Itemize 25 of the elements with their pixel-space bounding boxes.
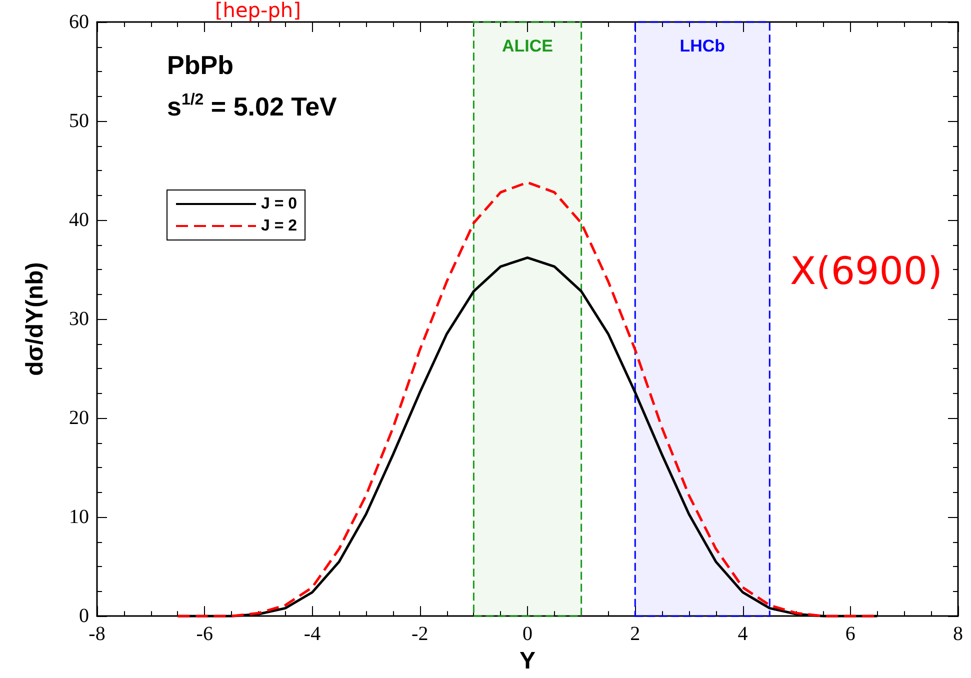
x-axis-title: Y [519, 648, 536, 674]
y-tick-label: 60 [69, 11, 89, 33]
text: [hep-ph] [215, 0, 301, 22]
x-tick-label: -2 [412, 623, 428, 646]
x-tick-label: -8 [88, 623, 106, 646]
x-tick-label: 8 [953, 623, 963, 646]
band-label: ALICE [502, 36, 553, 56]
y-tick-label: 50 [69, 110, 89, 132]
x-tick-label: -6 [196, 623, 213, 646]
y-tick-label: 0 [79, 605, 89, 628]
annotation: PbPb [167, 50, 234, 80]
x-tick-label: 0 [522, 623, 532, 646]
x-tick-label: 4 [738, 623, 748, 646]
legend-label: J = 0 [261, 196, 298, 212]
x-tick-label: 6 [845, 623, 856, 646]
band-label: LHCb [680, 36, 726, 56]
y-axis-title: dσ/dY(nb) [22, 262, 48, 376]
y-tick-label: 30 [69, 308, 89, 330]
legend-label: J = 2 [261, 218, 298, 234]
y-tick-label: 20 [69, 407, 89, 430]
x-tick-label: -4 [304, 623, 321, 646]
x-tick-label: 2 [630, 623, 640, 646]
annotation: X(6900) [790, 249, 942, 293]
y-tick-label: 40 [69, 209, 89, 232]
y-tick-label: 10 [69, 506, 89, 528]
